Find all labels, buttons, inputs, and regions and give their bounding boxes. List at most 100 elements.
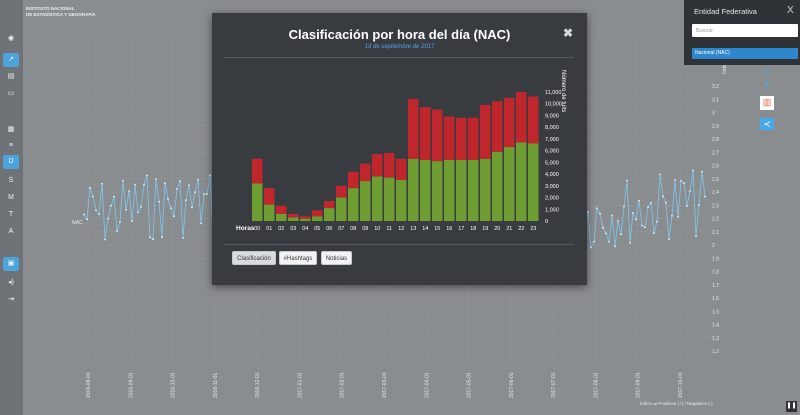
bar-green-05[interactable] (312, 216, 323, 221)
bar-red-01[interactable] (264, 188, 275, 205)
bar-green-15[interactable] (432, 161, 443, 221)
bar-red-05[interactable] (312, 210, 323, 217)
close-icon[interactable]: X (787, 5, 794, 16)
bar-green-02[interactable] (276, 213, 287, 221)
x-tick-label: 23 (530, 226, 536, 232)
y-tick-label: 2.3 (712, 203, 719, 209)
series-point (614, 245, 616, 248)
series-point (698, 204, 700, 207)
series-point (119, 221, 121, 223)
bar-red-02[interactable] (276, 205, 287, 214)
twitter-icon[interactable]: ✦ (763, 79, 771, 89)
bar-green-10[interactable] (372, 176, 383, 221)
bar-red-16[interactable] (444, 116, 455, 160)
y-tick-label: 1.4 (712, 323, 719, 329)
period-t-button[interactable]: T (8, 211, 14, 218)
series-point (641, 224, 643, 227)
y-axis-label: Número de tuits (560, 70, 566, 112)
y-tick-label: 3 (712, 111, 715, 117)
bar-red-11[interactable] (384, 152, 395, 178)
trend-icon[interactable]: ↗ (3, 53, 19, 67)
bar-red-08[interactable] (348, 171, 359, 189)
bar-green-06[interactable] (324, 208, 335, 221)
period-a-button[interactable]: A (8, 228, 14, 235)
bar-green-20[interactable] (492, 151, 503, 221)
bar-green-04[interactable] (300, 218, 311, 221)
database-icon[interactable]: ▤ (7, 73, 15, 80)
series-point (203, 193, 205, 196)
series-point (128, 190, 130, 192)
bar-red-21[interactable] (504, 97, 515, 148)
series-point (131, 220, 133, 223)
period-d-button[interactable]: D (3, 155, 19, 169)
tab-clasificacion[interactable]: Clasificación (232, 251, 276, 265)
share-icon[interactable]: ≺ (760, 118, 774, 130)
bar-green-12[interactable] (396, 179, 407, 221)
exit-icon[interactable]: ⇥ (8, 296, 14, 303)
bar-green-13[interactable] (408, 158, 419, 221)
bar-red-17[interactable] (456, 117, 467, 160)
tab-hashtags[interactable]: #Hashtags (279, 251, 317, 265)
bar-red-04[interactable] (300, 216, 311, 219)
book-icon[interactable]: ▭ (7, 90, 15, 97)
bar-green-00[interactable] (252, 183, 263, 221)
x-tick-label: 2017-07-01 (551, 372, 557, 398)
bar-red-18[interactable] (468, 117, 479, 160)
bar-green-01[interactable] (264, 204, 275, 221)
bar-red-00[interactable] (252, 158, 263, 184)
entidad-search-input[interactable] (692, 24, 798, 37)
bar-green-03[interactable] (288, 217, 299, 221)
bar-green-07[interactable] (336, 197, 347, 221)
bar-green-17[interactable] (456, 159, 467, 221)
bar-green-14[interactable] (420, 159, 431, 221)
bar-green-11[interactable] (384, 177, 395, 221)
x-tick-label: 11 (386, 226, 392, 232)
footer-legend: Índice ⇌ Positivos (+) / Negativos (-) (640, 401, 713, 406)
bar-red-12[interactable] (396, 158, 407, 180)
series-point (125, 208, 127, 211)
entidad-option-nacional[interactable]: Nacional (NAC) (692, 48, 798, 59)
bar-green-19[interactable] (480, 158, 491, 221)
bar-red-15[interactable] (432, 109, 443, 162)
bar-green-16[interactable] (444, 159, 455, 221)
bar-red-20[interactable] (492, 101, 503, 152)
x-tick-label: 2017-02-01 (340, 372, 346, 398)
x-tick-label: 01 (266, 226, 272, 232)
series-point (116, 230, 118, 232)
modal-subtitle: 19 de septiembre de 2017 (364, 44, 435, 50)
bar-red-19[interactable] (480, 104, 491, 159)
x-tick-label: 12 (398, 226, 404, 232)
bar-red-23[interactable] (528, 96, 539, 144)
series-point (95, 209, 97, 212)
y-tick-label: 1.8 (712, 270, 719, 276)
bar-red-14[interactable] (420, 107, 431, 160)
bar-green-08[interactable] (348, 188, 359, 221)
period-s-button[interactable]: S (8, 177, 14, 184)
bar-red-06[interactable] (324, 201, 335, 209)
modal-close-icon[interactable]: ✖ (563, 26, 574, 40)
bar-green-09[interactable] (360, 181, 371, 221)
bar-green-21[interactable] (504, 147, 515, 221)
series-point (617, 220, 619, 222)
document-icon[interactable]: ▥ (760, 96, 774, 110)
bar-red-10[interactable] (372, 154, 383, 177)
list-icon[interactable]: ≡ (8, 142, 14, 149)
help-icon[interactable]: ? (764, 68, 770, 78)
bar-red-07[interactable] (336, 185, 347, 198)
bar-green-18[interactable] (468, 159, 479, 221)
pause-icon[interactable]: ❚❚ (786, 401, 797, 412)
bar-red-13[interactable] (408, 98, 419, 159)
bar-green-23[interactable] (528, 143, 539, 221)
bar-red-09[interactable] (360, 163, 371, 182)
sound-icon[interactable]: ◂) (8, 279, 14, 286)
map-icon[interactable]: ▣ (3, 257, 19, 271)
tab-noticias[interactable]: Noticias (321, 251, 352, 265)
bar-red-22[interactable] (516, 91, 527, 143)
series-point (101, 182, 103, 185)
period-m-button[interactable]: M (8, 194, 14, 201)
bar-green-22[interactable] (516, 142, 527, 221)
calendar-icon[interactable]: ▦ (7, 126, 15, 133)
bar-red-03[interactable] (288, 213, 299, 218)
inegi-logo: INSTITUTO NACIONAL DE ESTADÍSTICA Y GEOG… (26, 6, 96, 17)
globe-icon[interactable]: ◉ (7, 35, 15, 42)
